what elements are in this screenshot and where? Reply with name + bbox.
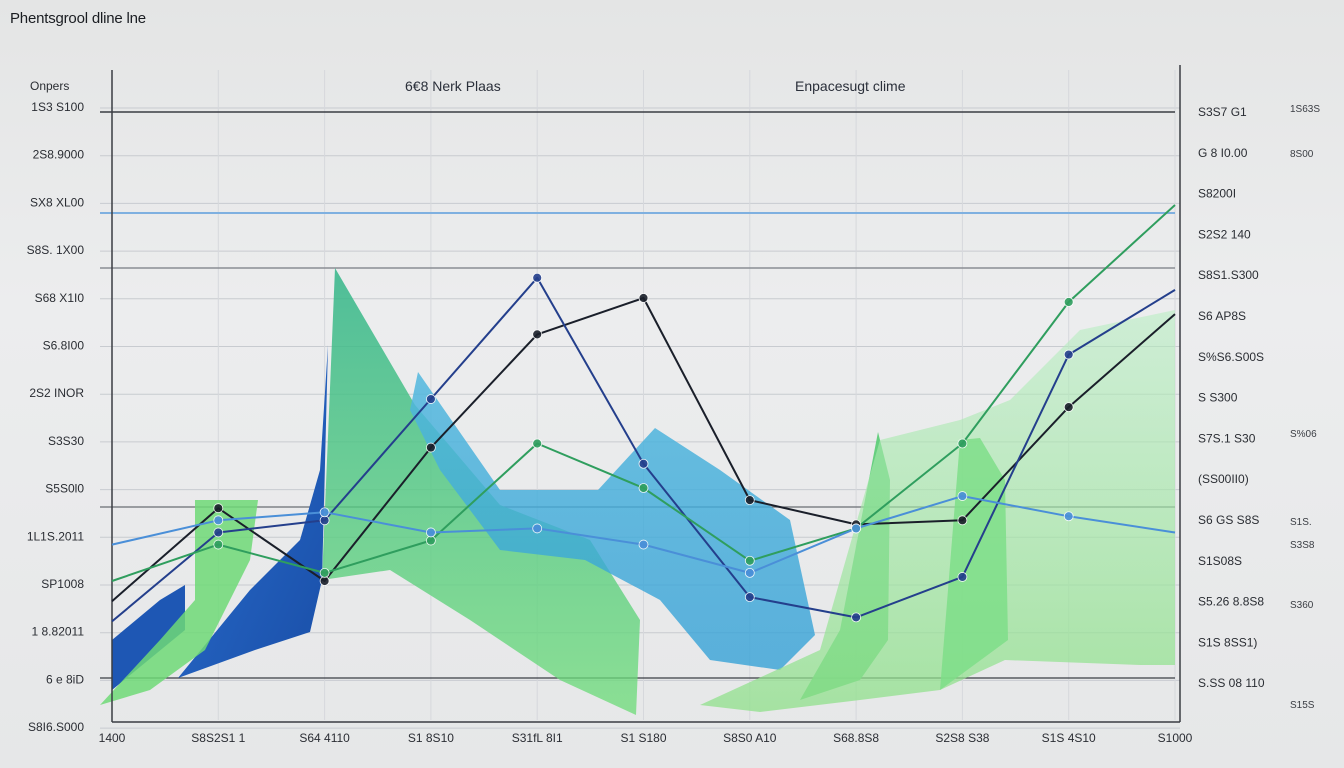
data-point [532, 329, 543, 340]
y-tick-left: S8I6.S000 [28, 720, 84, 734]
y-tick-far-right: S%06 [1290, 429, 1317, 440]
data-point [319, 576, 330, 586]
y-tick-left: S3S30 [48, 434, 84, 448]
x-tick: S1 S180 [620, 731, 666, 745]
data-point [744, 555, 755, 566]
y-tick-right: G 8 I0.00 [1198, 146, 1248, 160]
y-tick-right: S1S08S [1198, 554, 1242, 568]
area-green-left [100, 500, 258, 705]
data-point [213, 539, 224, 550]
y-tick-far-right: S360 [1290, 600, 1314, 611]
y-tick-right: S.SS 08 110 [1198, 676, 1265, 690]
y-tick-left: 1S3 S100 [31, 100, 84, 114]
data-point [425, 527, 436, 538]
data-point [425, 442, 436, 453]
y-tick-right: S1S 8SS1) [1198, 635, 1257, 649]
y-tick-far-right: S1S. [1290, 517, 1312, 528]
x-tick: S8S2S1 1 [191, 731, 245, 745]
y-tick-far-right: 1S63S [1290, 104, 1320, 115]
data-point [532, 272, 543, 283]
data-point [638, 293, 649, 303]
area-lightgreen-right [700, 310, 1175, 712]
chart-title-center: 6€8 Nerk Plaas [405, 78, 501, 94]
area-blue-rise [178, 345, 328, 678]
data-point [425, 394, 436, 404]
data-point [319, 507, 330, 518]
area-cyan-mid [410, 372, 815, 670]
y-tick-left: 2S8.9000 [33, 148, 85, 162]
data-point [957, 572, 968, 582]
y-tick-left: 1L1S.2011 [27, 529, 84, 543]
x-tick: S68.8S8 [833, 731, 879, 745]
data-point [213, 503, 224, 514]
y-tick-right: S7S.1 S30 [1198, 431, 1256, 445]
data-point [744, 592, 755, 603]
y-tick-left: S68 X1I0 [35, 291, 85, 305]
y-tick-far-right: 8S00 [1290, 149, 1314, 160]
data-point [957, 438, 968, 449]
data-point [744, 567, 755, 578]
x-tick: S1 8S10 [408, 731, 454, 745]
data-point [319, 567, 330, 578]
data-point [851, 523, 861, 534]
data-point [638, 539, 649, 550]
data-point [319, 515, 330, 526]
data-point [425, 535, 436, 546]
chart-title-right: Enpacesugt clime [795, 78, 906, 94]
page-title: Phentsgrool dline lne [10, 10, 146, 27]
y-tick-right: S6 AP8S [1198, 309, 1246, 323]
data-point [638, 483, 649, 493]
y-tick-right: S S300 [1198, 391, 1238, 405]
y-tick-left: SX8 XL00 [30, 195, 84, 209]
data-point [213, 527, 224, 538]
y-tick-left: 6 e 8iD [46, 672, 84, 686]
x-tick: S64 4110 [299, 731, 350, 745]
y-tick-right: S6 GS S8S [1198, 513, 1259, 527]
y-tick-left: S8S. 1X00 [27, 243, 85, 257]
x-tick: 1400 [99, 731, 126, 745]
y-tick-right: S3S7 G1 [1198, 105, 1247, 119]
y-tick-left: S5S0l0 [45, 482, 84, 496]
y-tick-left: 1 8.82011 [32, 625, 85, 639]
y-tick-right: (SS00II0) [1198, 472, 1249, 486]
y-tick-right: S8S1.S300 [1198, 268, 1259, 282]
x-tick: S1000 [1158, 731, 1193, 745]
data-point [1063, 402, 1074, 413]
series-points [213, 272, 1074, 623]
y-tick-right: S5.26 8.8S8 [1198, 595, 1264, 609]
y-tick-right: S8200I [1198, 187, 1236, 201]
x-tick: S2S8 S38 [935, 731, 989, 745]
y-tick-left: SP1008 [41, 577, 84, 591]
data-point [1063, 511, 1074, 522]
y-tick-right: S2S2 140 [1198, 227, 1251, 241]
y-tick-far-right: S15S [1290, 700, 1315, 711]
data-point [744, 495, 755, 506]
y-tick-left: 2S2 INOR [29, 386, 84, 400]
y-tick-left: S6.8I00 [43, 339, 85, 353]
data-point [851, 612, 861, 623]
data-point [1063, 297, 1074, 307]
tick-labels: 1S3 S100 2S8.9000 SX8 XL00 S8S. 1X00 S68 X1I… [27, 100, 1321, 745]
data-point [638, 458, 649, 469]
data-point [957, 515, 968, 526]
axes [111, 65, 1181, 723]
area-blue-left [112, 585, 185, 690]
y-tick-right: S%S6.S00S [1198, 350, 1264, 364]
area-shapes [100, 268, 1175, 715]
data-point [957, 491, 968, 501]
chart-title-left: Onpers [30, 79, 69, 93]
data-point [532, 523, 543, 534]
data-point [532, 438, 543, 449]
y-tick-far-right: S3S8 [1290, 540, 1315, 551]
x-tick: S31fL 8I1 [512, 731, 563, 745]
x-tick: S8S0 A10 [723, 731, 777, 745]
data-point [1063, 349, 1074, 360]
data-point [213, 515, 224, 526]
x-tick: S1S 4S10 [1042, 731, 1096, 745]
